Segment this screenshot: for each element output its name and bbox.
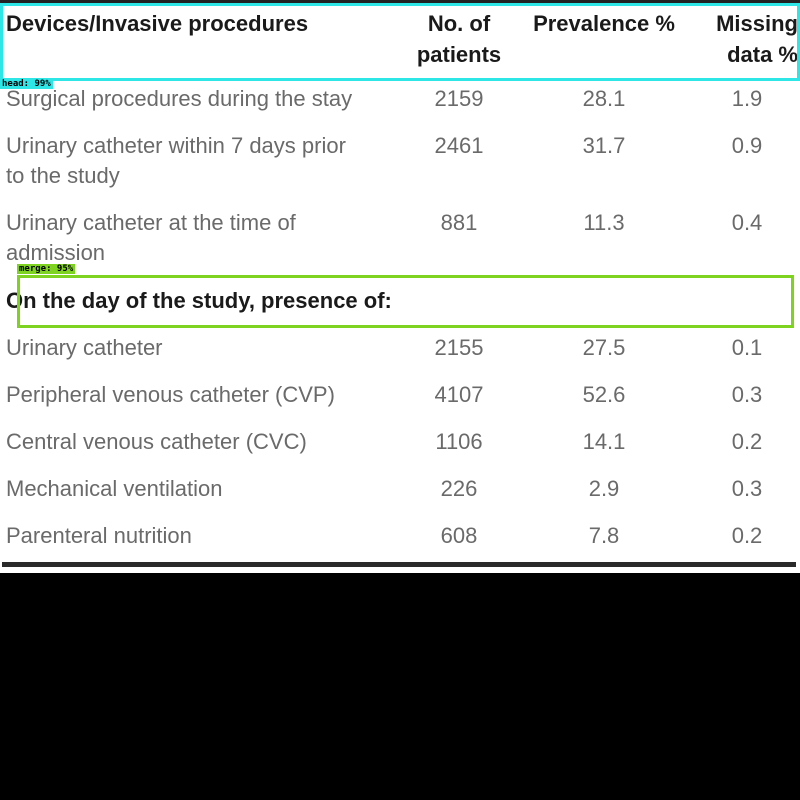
merge-detection-label: merge: 95% bbox=[17, 264, 76, 274]
row-prevalence: 14.1 bbox=[582, 429, 626, 454]
row-patients: 608 bbox=[440, 523, 478, 548]
row-name: Urinary catheter bbox=[6, 335, 163, 360]
row-name: Urinary catheter within 7 days prior to … bbox=[6, 133, 346, 188]
row-missing: 1.9 bbox=[731, 86, 763, 111]
bottom-rule bbox=[2, 562, 796, 567]
row-patients: 2461 bbox=[434, 133, 484, 158]
section-title: On the day of the study, presence of: bbox=[6, 288, 392, 313]
row-prevalence: 7.8 bbox=[588, 523, 620, 548]
row-missing: 0.4 bbox=[731, 210, 763, 235]
header-devices: Devices/Invasive procedures bbox=[6, 11, 309, 36]
head-detection-box bbox=[0, 3, 800, 81]
header-patients: No. of patients bbox=[416, 11, 502, 67]
header-missing: Missing data % bbox=[716, 11, 798, 67]
row-patients: 881 bbox=[440, 210, 478, 235]
row-missing: 0.3 bbox=[731, 382, 763, 407]
table-page: Devices/Invasive procedures No. of patie… bbox=[0, 0, 800, 573]
row-missing: 0.2 bbox=[731, 523, 763, 548]
row-prevalence: 27.5 bbox=[582, 335, 626, 360]
row-prevalence: 2.9 bbox=[588, 476, 620, 501]
row-name: Parenteral nutrition bbox=[6, 523, 192, 548]
row-name: Central venous catheter (CVC) bbox=[6, 429, 307, 454]
row-missing: 0.3 bbox=[731, 476, 763, 501]
row-patients: 226 bbox=[440, 476, 478, 501]
row-name: Mechanical ventilation bbox=[6, 476, 223, 501]
head-detection-label: head: 99% bbox=[0, 79, 53, 89]
header-prevalence: Prevalence % bbox=[533, 11, 675, 36]
row-prevalence: 11.3 bbox=[583, 210, 625, 235]
merge-detection-box bbox=[17, 275, 794, 328]
row-patients: 4107 bbox=[434, 382, 484, 407]
row-name: Peripheral venous catheter (CVP) bbox=[6, 382, 335, 407]
row-missing: 0.1 bbox=[731, 335, 763, 360]
row-patients: 1106 bbox=[435, 429, 483, 454]
top-rule bbox=[0, 0, 800, 3]
row-missing: 0.9 bbox=[731, 133, 763, 158]
row-name: Surgical procedures during the stay bbox=[6, 86, 353, 111]
row-prevalence: 31.7 bbox=[582, 133, 626, 158]
row-missing: 0.2 bbox=[731, 429, 763, 454]
row-prevalence: 28.1 bbox=[582, 86, 626, 111]
row-name: Urinary catheter at the time of admissio… bbox=[6, 210, 296, 265]
row-patients: 2159 bbox=[434, 86, 484, 111]
row-prevalence: 52.6 bbox=[582, 382, 626, 407]
row-patients: 2155 bbox=[434, 335, 484, 360]
